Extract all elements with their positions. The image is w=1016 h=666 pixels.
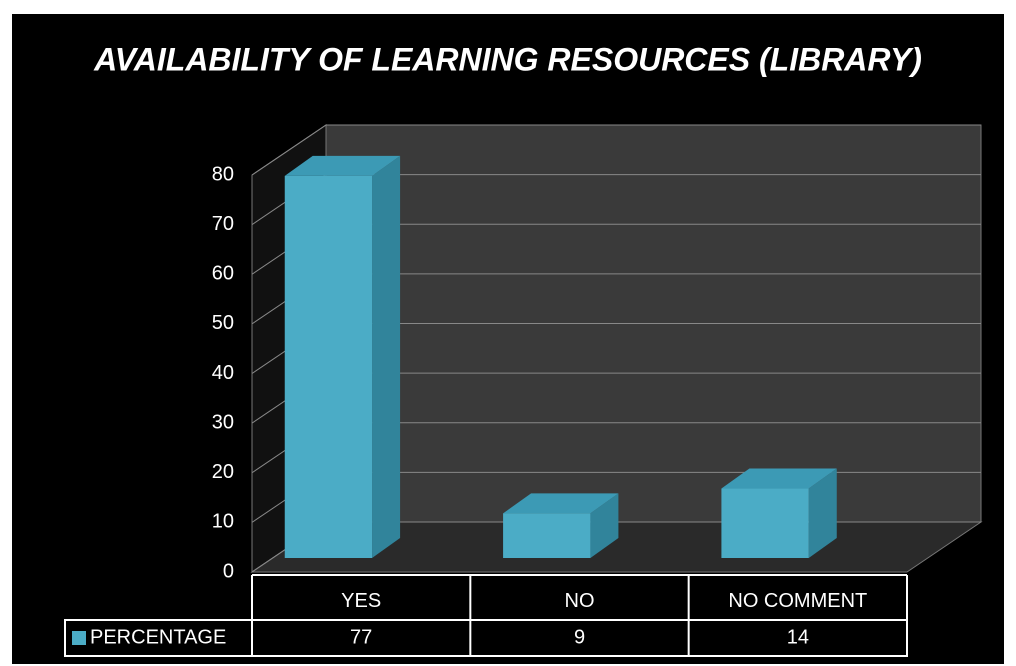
- bar: [284, 175, 373, 558]
- bar-top: [721, 468, 837, 489]
- grid-line: [251, 124, 981, 176]
- y-tick-label: 80: [212, 163, 234, 185]
- legend-swatch: [72, 631, 86, 645]
- legend-label: PERCENTAGE: [90, 626, 226, 648]
- table-value: 77: [350, 626, 372, 648]
- bar: [721, 488, 809, 558]
- x-tick-label: NO COMMENT: [728, 590, 867, 612]
- bar-side: [590, 493, 619, 558]
- bar-top: [503, 493, 619, 514]
- y-tick-label: 0: [223, 560, 234, 582]
- bar-side: [808, 468, 837, 558]
- y-tick-label: 20: [212, 461, 234, 483]
- bar-top: [284, 155, 401, 176]
- x-tick-label: YES: [341, 590, 381, 612]
- bar-side: [372, 155, 401, 558]
- table-value: 14: [787, 626, 809, 648]
- y-tick-label: 70: [212, 213, 234, 235]
- y-tick-label: 10: [212, 511, 234, 533]
- y-tick-label: 30: [212, 411, 234, 433]
- y-tick-label: 60: [212, 263, 234, 285]
- bar: [503, 513, 591, 558]
- chart-title: AVAILABILITY OF LEARNING RESOURCES (LIBR…: [93, 41, 922, 77]
- y-tick-label: 50: [212, 312, 234, 334]
- y-tick-label: 40: [212, 362, 234, 384]
- x-tick-label: NO: [565, 590, 595, 612]
- table-value: 9: [574, 626, 585, 648]
